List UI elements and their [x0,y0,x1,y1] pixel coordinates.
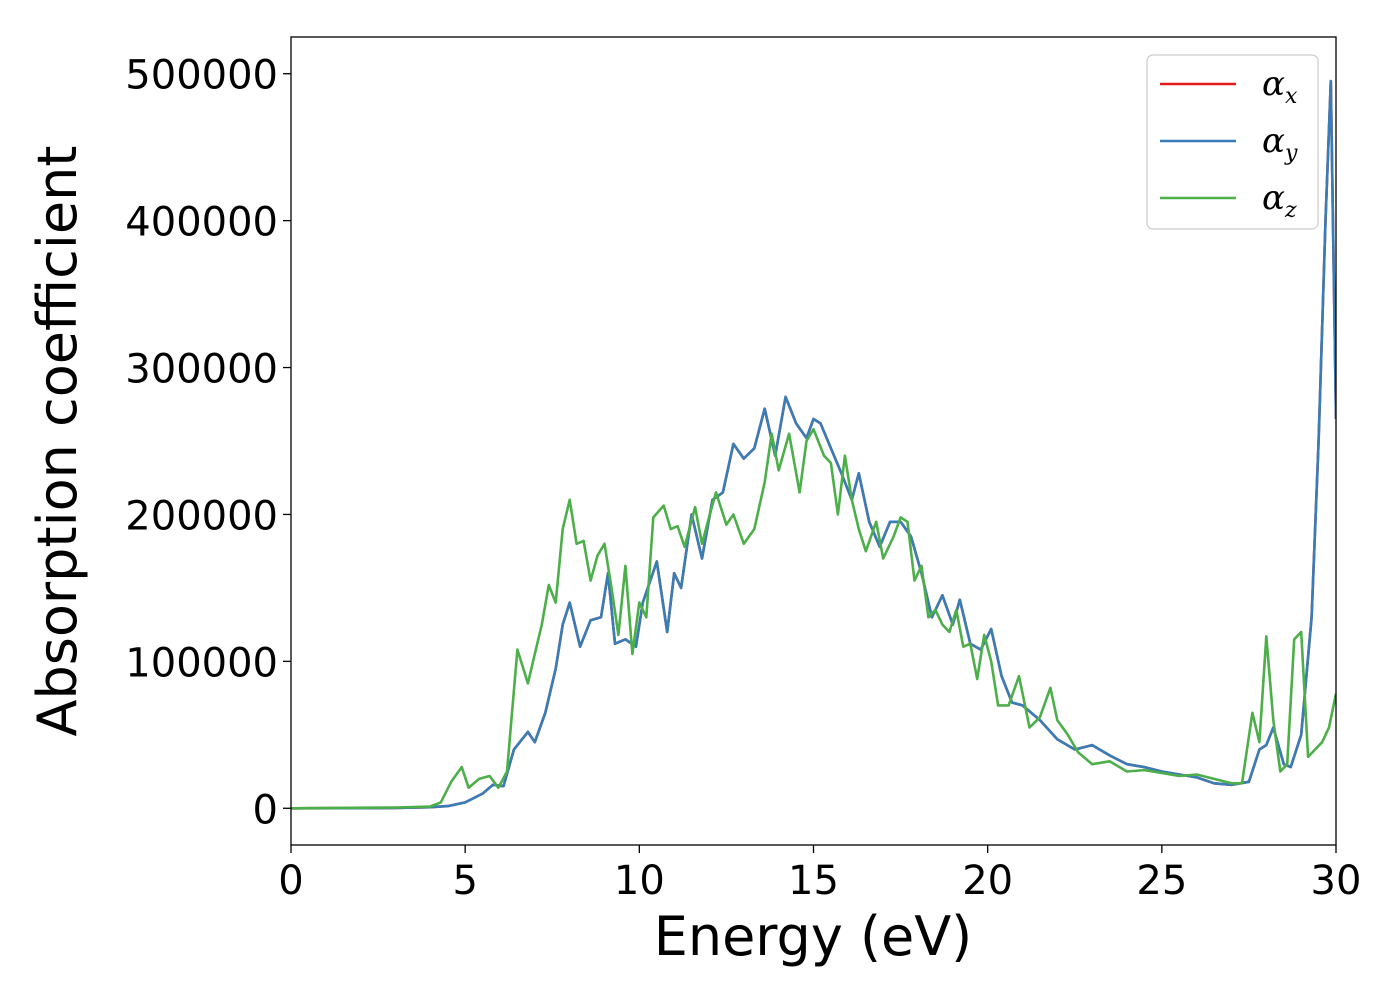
x-axis-title: Energy (eV) [654,905,973,968]
x-tick-label: 5 [452,858,477,904]
series-line-y [291,79,1336,810]
y-axis-title: Absorption coefficient [26,146,89,737]
series-line-z [291,427,1336,810]
x-tick-label: 0 [278,858,303,904]
x-tick-label: 20 [962,858,1013,904]
y-tick-label: 200000 [125,493,278,539]
legend-label-x: αx [1262,64,1298,109]
x-tick-label: 15 [788,858,839,904]
legend-label-z: αz [1262,178,1297,223]
y-tick-label: 100000 [125,640,278,686]
y-tick-label: 500000 [125,53,278,99]
x-tick-label: 25 [1136,858,1187,904]
y-tick-label: 300000 [125,347,278,393]
y-tick-label: 400000 [125,200,278,246]
x-tick-label: 10 [614,858,665,904]
y-tick-label: 0 [253,787,278,833]
legend: αx αy αz [1146,54,1319,230]
legend-label-y: αy [1262,121,1298,166]
x-tick-label: 30 [1311,858,1362,904]
